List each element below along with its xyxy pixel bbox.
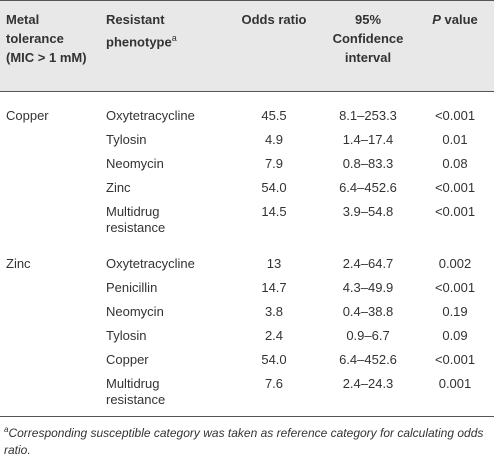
table-row: Neomycin 3.8 0.4–38.8 0.19	[0, 300, 494, 324]
header-text: Metal tolerance (MIC > 1 mM)	[6, 12, 87, 65]
odds-ratio-cell: 45.5	[261, 108, 287, 123]
header-cell: 95% Confidence interval	[320, 1, 416, 92]
ci-cell: 8.1–253.3	[339, 108, 397, 123]
metal-cell	[0, 348, 100, 372]
footnote-text: Corresponding susceptible category was t…	[4, 426, 484, 457]
metal-cell	[0, 200, 100, 240]
metal-cell: Copper	[0, 92, 100, 129]
header-row: Metal tolerance (MIC > 1 mM) Resistant ph…	[0, 0, 494, 92]
table-row: Zinc 54.0 6.4–452.6 <0.001	[0, 176, 494, 200]
metal-cell	[0, 324, 100, 348]
odds-ratio-cell: 54.0	[261, 180, 287, 195]
p-value-cell: <0.001	[434, 180, 476, 195]
metal-cell	[0, 128, 100, 152]
ci-cell: 0.8–83.3	[342, 156, 394, 171]
header-cell: Metal tolerance (MIC > 1 mM)	[0, 1, 100, 92]
phenotype-cell: Copper	[106, 352, 149, 367]
ci-cell: 1.4–17.4	[342, 132, 394, 147]
odds-ratio-cell: 4.9	[264, 132, 284, 147]
header-italic: P	[432, 12, 441, 27]
p-value-cell: <0.001	[434, 280, 476, 295]
table-row: Tylosin 4.9 1.4–17.4 0.01	[0, 128, 494, 152]
p-value-cell: <0.001	[434, 108, 476, 123]
phenotype-cell: Penicillin	[106, 280, 158, 295]
metal-cell: Zinc	[0, 240, 100, 276]
metal-name: Zinc	[6, 256, 31, 271]
footnote: aCorresponding susceptible category was …	[0, 417, 494, 459]
phenotype-cell: Zinc	[106, 180, 131, 195]
table-row: Penicillin 14.7 4.3–49.9 <0.001	[0, 276, 494, 300]
phenotype-cell: Oxytetracycline	[106, 256, 195, 271]
header-text: Resistant phenotype	[106, 12, 172, 50]
phenotype-cell: Multidrug resistance	[106, 204, 166, 235]
metal-cell	[0, 300, 100, 324]
table-row: Zinc Oxytetracycline 13 2.4–64.7 0.002	[0, 240, 494, 276]
ci-cell: 6.4–452.6	[339, 180, 397, 195]
p-value-cell: 0.08	[442, 156, 468, 171]
ci-cell: 0.9–6.7	[346, 328, 390, 343]
odds-ratio-cell: 7.9	[264, 156, 284, 171]
phenotype-cell: Neomycin	[106, 156, 164, 171]
header-note: a	[171, 33, 177, 43]
table-row: Copper 54.0 6.4–452.6 <0.001	[0, 348, 494, 372]
table-row: Copper Oxytetracycline 45.5 8.1–253.3 <0.001	[0, 92, 494, 129]
phenotype-cell: Tylosin	[106, 328, 147, 343]
metal-cell	[0, 372, 100, 417]
p-value-cell: 0.19	[442, 304, 468, 319]
p-value-cell: <0.001	[434, 204, 476, 219]
ci-cell: 4.3–49.9	[342, 280, 394, 295]
header-cell: Odds ratio	[228, 1, 320, 92]
ci-cell: 2.4–64.7	[342, 256, 394, 271]
ci-cell: 0.4–38.8	[342, 304, 394, 319]
p-value-cell: 0.001	[438, 376, 472, 391]
odds-ratio-cell: 54.0	[261, 352, 287, 367]
table-row: Multidrug resistance 7.6 2.4–24.3 0.001	[0, 372, 494, 417]
metal-cell	[0, 276, 100, 300]
data-table: Metal tolerance (MIC > 1 mM) Resistant ph…	[0, 0, 494, 417]
phenotype-cell: Tylosin	[106, 132, 147, 147]
header-cell: Resistant phenotypea	[100, 1, 228, 92]
odds-ratio-cell: 7.6	[264, 376, 284, 391]
header-text: value	[444, 12, 478, 27]
table-row: Multidrug resistance 14.5 3.9–54.8 <0.001	[0, 200, 494, 240]
metal-cell	[0, 176, 100, 200]
table-row: Neomycin 7.9 0.8–83.3 0.08	[0, 152, 494, 176]
odds-ratio-cell: 14.5	[261, 204, 287, 219]
p-value-cell: 0.09	[442, 328, 468, 343]
phenotype-cell: Multidrug resistance	[106, 376, 166, 407]
header-text: 95% Confidence interval	[332, 12, 404, 65]
odds-ratio-cell: 14.7	[261, 280, 287, 295]
p-value-cell: 0.01	[442, 132, 468, 147]
phenotype-cell: Neomycin	[106, 304, 164, 319]
ci-cell: 3.9–54.8	[342, 204, 394, 219]
header-text: Odds ratio	[241, 12, 307, 27]
phenotype-cell: Oxytetracycline	[106, 108, 195, 123]
odds-ratio-cell: 13	[266, 256, 282, 271]
odds-ratio-cell: 3.8	[264, 304, 284, 319]
ci-cell: 2.4–24.3	[342, 376, 394, 391]
p-value-cell: <0.001	[434, 352, 476, 367]
table-body: Copper Oxytetracycline 45.5 8.1–253.3 <0.001…	[0, 92, 494, 417]
table-header: Metal tolerance (MIC > 1 mM) Resistant ph…	[0, 0, 494, 92]
ci-cell: 6.4–452.6	[339, 352, 397, 367]
odds-ratio-cell: 2.4	[264, 328, 284, 343]
p-value-cell: 0.002	[438, 256, 472, 271]
footnote-marker: a	[4, 425, 9, 434]
metal-name: Copper	[6, 108, 49, 123]
table-row: Tylosin 2.4 0.9–6.7 0.09	[0, 324, 494, 348]
metal-cell	[0, 152, 100, 176]
header-cell: P value	[416, 1, 494, 92]
